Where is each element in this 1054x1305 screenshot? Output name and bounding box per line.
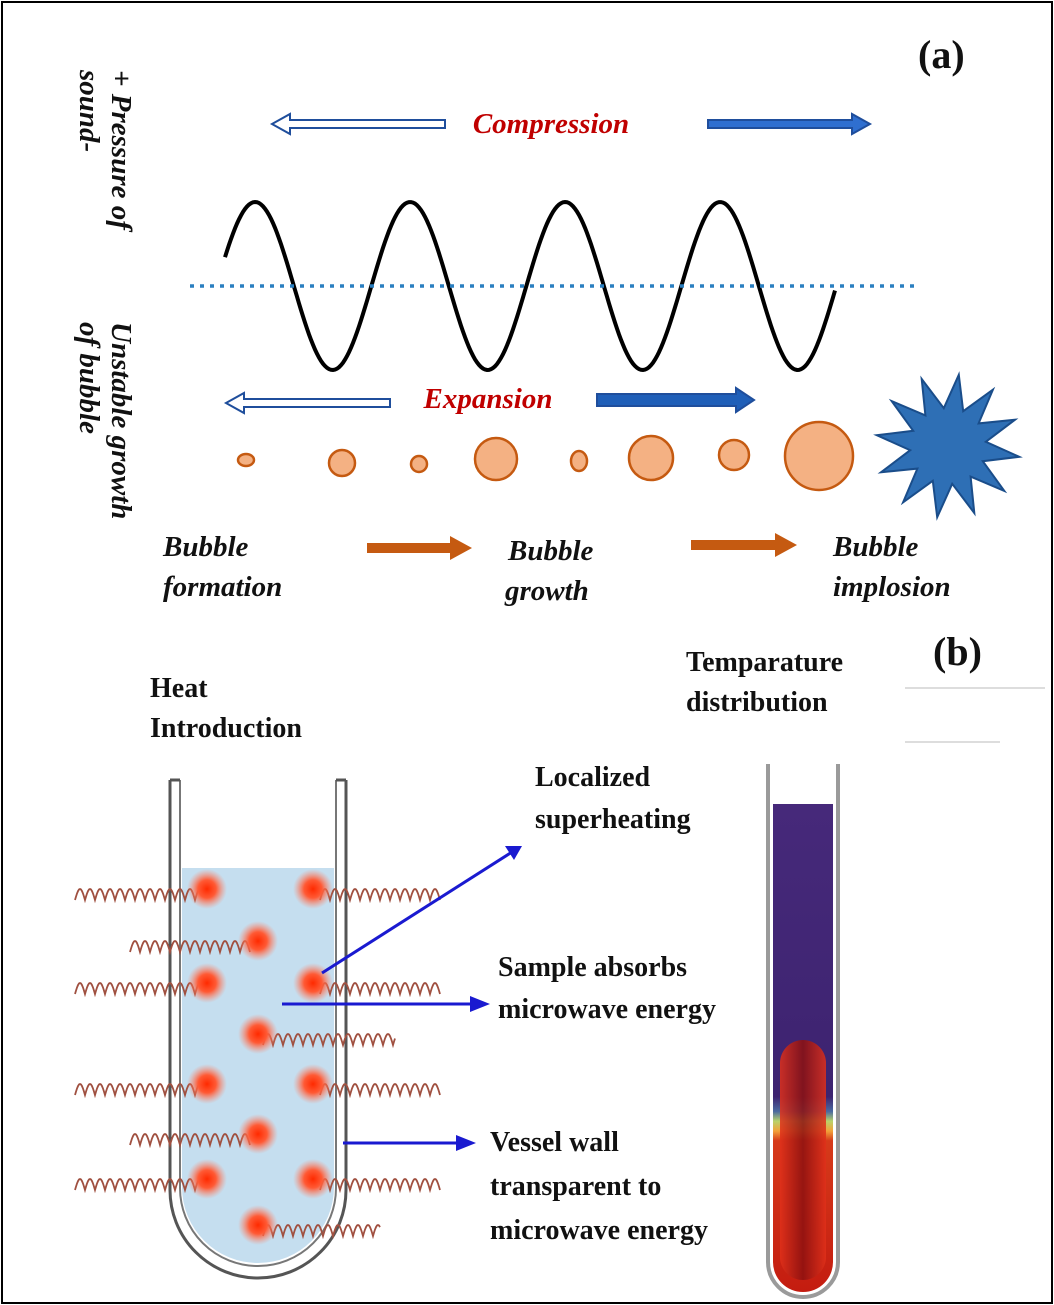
- microwave-squiggle: [129, 1132, 251, 1149]
- hotspot: [238, 921, 278, 961]
- hotspot: [293, 1064, 333, 1104]
- bubble: [327, 448, 357, 478]
- hotspot: [187, 1064, 227, 1104]
- expansion-arrow-right: [596, 386, 756, 414]
- faint-artifacts: [905, 687, 1045, 743]
- callout-arrows: [282, 846, 522, 1151]
- hotspot: [238, 1205, 278, 1245]
- stage-arrow-2: [691, 533, 797, 557]
- callout-absorbs: Sample absorbs microwave energy: [498, 952, 716, 1025]
- hotspot: [187, 963, 227, 1003]
- axis-top-label: + Pressure of sound-: [73, 69, 137, 233]
- stage-growth-line1: Bubble: [507, 535, 594, 567]
- temp-dist-label: Temparature distribution: [686, 647, 843, 718]
- microwave-squiggle: [319, 887, 441, 904]
- axis-bottom-line1: Unstable growth: [105, 322, 137, 519]
- stage-arrow-1: [367, 536, 472, 560]
- heat-intro-label: Heat Introduction: [150, 673, 302, 744]
- bubble: [627, 434, 675, 482]
- microwave-squiggle: [319, 1177, 441, 1194]
- microwave-squiggle: [74, 887, 201, 904]
- compression-arrow-left: [269, 112, 446, 136]
- callout-localized: Localized superheating: [535, 762, 691, 835]
- microwave-squiggle: [319, 1082, 441, 1099]
- callout-wall-line2: transparent to: [490, 1171, 661, 1202]
- callout-localized-line2: superheating: [535, 804, 691, 835]
- panel-a-label: (a): [918, 32, 965, 77]
- microwave-squiggle: [262, 1032, 396, 1049]
- hotspot: [293, 869, 333, 909]
- axis-top-line1: + Pressure of: [105, 70, 137, 233]
- stage-formation-line2: formation: [163, 571, 282, 603]
- axis-bottom-label: Unstable growth of bubble: [73, 322, 137, 519]
- temperature-tube: [766, 764, 840, 1299]
- temp-dist-line1: Temparature: [686, 647, 843, 678]
- microwave-squiggle: [74, 981, 201, 998]
- arrow-localized-head: [505, 846, 522, 860]
- stage-formation-line1: Bubble: [162, 531, 249, 563]
- callout-wall-line1: Vessel wall: [490, 1127, 619, 1158]
- stage-formation: Bubble formation: [162, 531, 282, 603]
- panel-b-label: (b): [933, 629, 982, 674]
- bubble: [569, 449, 589, 473]
- axis-bottom-line2: of bubble: [73, 322, 105, 434]
- callout-absorbs-line2: microwave energy: [498, 994, 716, 1025]
- bubble: [473, 436, 519, 482]
- bubble: [783, 420, 855, 492]
- expansion-label: Expansion: [423, 383, 553, 415]
- microwave-squiggle: [74, 1082, 201, 1099]
- arrow-localized: [321, 850, 513, 975]
- callout-wall-line3: microwave energy: [490, 1215, 708, 1246]
- callout-localized-line1: Localized: [535, 762, 651, 793]
- heat-intro-line1: Heat: [150, 673, 208, 704]
- microwave-waves: [74, 887, 441, 1240]
- microwave-squiggle: [262, 1223, 381, 1240]
- bubble: [717, 438, 751, 472]
- stage-implosion: Bubble implosion: [832, 531, 951, 603]
- stage-growth: Bubble growth: [504, 535, 594, 607]
- expansion-arrow-left: [223, 391, 391, 415]
- microwave-squiggle: [319, 981, 441, 998]
- temp-dist-line2: distribution: [686, 687, 828, 718]
- hotspot: [238, 1014, 278, 1054]
- arrow-absorbs-head: [470, 996, 490, 1012]
- stage-implosion-line2: implosion: [833, 571, 951, 603]
- hotspot: [187, 1159, 227, 1199]
- arrow-wall-head: [456, 1135, 476, 1151]
- heat-intro-line2: Introduction: [150, 713, 302, 744]
- compression-label: Compression: [473, 108, 629, 140]
- axis-top-line2: sound-: [73, 69, 105, 152]
- callout-absorbs-line1: Sample absorbs: [498, 952, 687, 983]
- hotspot: [187, 869, 227, 909]
- sound-wave: [223, 199, 837, 373]
- implosion-star-icon: [873, 371, 1023, 521]
- bubble: [236, 452, 256, 468]
- bubble: [409, 454, 429, 474]
- microwave-squiggle: [129, 939, 251, 956]
- microwave-squiggle: [74, 1177, 201, 1194]
- hotspot: [238, 1114, 278, 1154]
- stage-growth-line2: growth: [504, 575, 589, 607]
- bubbles: [236, 420, 855, 492]
- callout-wall: Vessel wall transparent to microwave ene…: [490, 1127, 708, 1246]
- compression-arrow-right: [707, 112, 873, 136]
- stage-implosion-line1: Bubble: [832, 531, 919, 563]
- hotspot: [293, 1159, 333, 1199]
